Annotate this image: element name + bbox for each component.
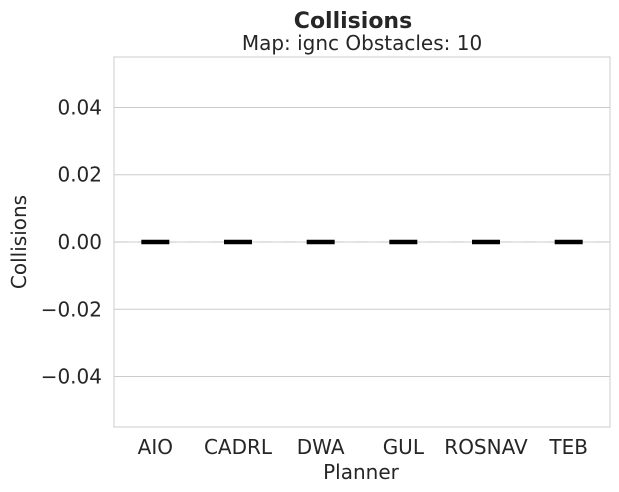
x-tick-label: GUL: [383, 435, 425, 459]
chart-title: Collisions: [294, 9, 412, 34]
x-tick-label: TEB: [548, 435, 588, 459]
y-axis-label: Collisions: [7, 195, 31, 289]
x-axis-label: Planner: [323, 460, 400, 484]
plot-frame: [113, 56, 611, 428]
x-tick-label: AIO: [138, 435, 173, 459]
y-tick-label: 0.00: [57, 230, 102, 254]
chart-subtitle: Map: ignc Obstacles: 10: [242, 31, 482, 55]
y-tick-labels: 0.04 0.02 0.00 −0.02 −0.04: [41, 95, 102, 388]
x-tick-label: DWA: [297, 435, 345, 459]
y-tick-label: 0.04: [57, 95, 102, 119]
y-tick-label: 0.02: [57, 163, 102, 187]
y-tick-label: −0.02: [41, 297, 102, 321]
y-tick-label: −0.04: [41, 365, 102, 389]
x-tick-labels: AIO CADRL DWA GUL ROSNAV TEB: [138, 435, 588, 459]
x-tick-label: ROSNAV: [444, 435, 528, 459]
x-tick-label: CADRL: [204, 435, 273, 459]
